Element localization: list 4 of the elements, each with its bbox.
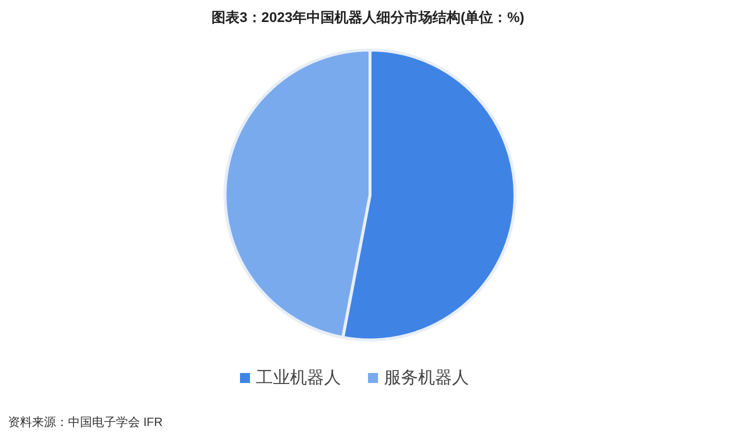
text: 资料来源：中国电子学会 IFR	[8, 415, 163, 429]
legend-label: 工业机器人	[256, 368, 341, 387]
legend-label: 服务机器人	[384, 368, 469, 387]
chart-title: 图表3：2023年中国机器人细分市场结构(单位：%)	[212, 9, 524, 25]
